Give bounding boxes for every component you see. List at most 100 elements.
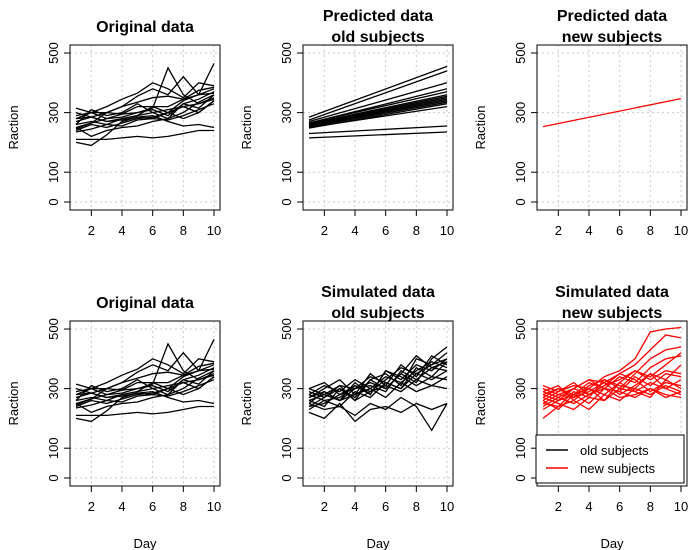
legend-label: new subjects <box>580 461 656 476</box>
y-tick-label: 0 <box>279 474 294 481</box>
series-line-13 <box>542 372 682 399</box>
series-line-10 <box>542 379 682 411</box>
y-tick-label: 500 <box>513 42 528 64</box>
x-tick-label: 8 <box>413 223 420 238</box>
series-line-1 <box>542 326 682 402</box>
series-line-12 <box>75 376 215 408</box>
series-line-15 <box>75 98 215 123</box>
series-line-13 <box>308 125 448 135</box>
y-tick-label: 500 <box>46 318 61 340</box>
y-tick-label: 100 <box>279 161 294 183</box>
x-tick-label: 8 <box>647 223 654 238</box>
series-line-2 <box>542 334 682 402</box>
series-line-10 <box>308 100 448 127</box>
series-line-14 <box>75 92 215 123</box>
y-tick-label: 100 <box>513 161 528 183</box>
panel-title: Original data <box>96 19 194 36</box>
x-tick-label: 8 <box>647 499 654 514</box>
x-tick-label: 2 <box>88 223 95 238</box>
y-tick-label: 500 <box>513 318 528 340</box>
series-line-9 <box>75 75 215 117</box>
series-line-11 <box>308 101 448 128</box>
y-axis-label: Raction <box>239 105 254 149</box>
series-line-12 <box>542 378 682 405</box>
y-tick-label: 0 <box>279 198 294 205</box>
y-tick-label: 100 <box>513 437 528 459</box>
y-tick-label: 100 <box>46 437 61 459</box>
y-tick-label: 0 <box>46 198 61 205</box>
panel-title: Simulated data <box>321 284 435 301</box>
series-line-1 <box>542 97 682 128</box>
x-tick-label: 4 <box>585 223 592 238</box>
series-group <box>542 97 682 128</box>
x-tick-label: 6 <box>616 223 623 238</box>
x-axis-label: Day <box>366 536 390 550</box>
y-tick-label: 0 <box>46 474 61 481</box>
x-axis-label: Day <box>600 536 624 550</box>
x-tick-label: 4 <box>585 499 592 514</box>
series-line-8 <box>308 376 448 408</box>
series-line-3 <box>75 63 215 133</box>
series-line-5 <box>308 91 448 124</box>
y-tick-label: 0 <box>513 198 528 205</box>
y-axis-label: Raction <box>6 105 21 149</box>
legend-label: old subjects <box>580 443 649 458</box>
series-line-2 <box>308 70 448 121</box>
y-tick-label: 100 <box>279 437 294 459</box>
series-line-9 <box>308 402 448 423</box>
series-line-4 <box>308 361 448 411</box>
series-group <box>308 65 448 139</box>
y-axis-label: Raction <box>473 381 488 425</box>
series-line-1 <box>308 346 448 402</box>
y-tick-label: 500 <box>279 42 294 64</box>
plot-frame <box>536 320 688 487</box>
series-line-14 <box>308 131 448 139</box>
x-tick-label: 4 <box>118 223 125 238</box>
series-line-4 <box>75 86 215 130</box>
series-line-8 <box>308 97 448 126</box>
legend: old subjects new subjects <box>535 434 685 484</box>
panel-title: Predicted data <box>323 8 433 25</box>
x-tick-label: 2 <box>555 499 562 514</box>
series-line-3 <box>75 339 215 409</box>
legend-box <box>535 434 685 484</box>
y-axis-label: Raction <box>239 381 254 425</box>
series-line-14 <box>75 368 215 399</box>
x-tick-label: 10 <box>674 499 688 514</box>
series-line-15 <box>308 381 448 402</box>
x-tick-label: 4 <box>118 499 125 514</box>
y-tick-label: 300 <box>46 378 61 400</box>
x-tick-label: 10 <box>207 499 221 514</box>
x-tick-label: 6 <box>616 499 623 514</box>
x-tick-label: 10 <box>674 223 688 238</box>
plot-frame <box>536 44 688 211</box>
x-axis-label: Day <box>133 536 157 550</box>
panel-title: new subjects <box>562 305 663 322</box>
series-line-4 <box>75 362 215 406</box>
x-tick-label: 10 <box>440 223 454 238</box>
series-line-12 <box>308 358 448 402</box>
series-group <box>75 63 215 147</box>
panel-title: Predicted data <box>557 8 667 25</box>
x-tick-label: 2 <box>321 223 328 238</box>
x-tick-label: 2 <box>88 499 95 514</box>
series-line-6 <box>75 379 215 403</box>
y-tick-label: 0 <box>513 474 528 481</box>
x-tick-label: 8 <box>413 499 420 514</box>
series-line-13 <box>75 370 215 414</box>
series-group <box>542 326 682 419</box>
panel-title: Simulated data <box>555 284 669 301</box>
plot-frame <box>302 320 454 487</box>
x-tick-label: 6 <box>149 499 156 514</box>
series-line-8 <box>75 358 215 396</box>
panel-title: new subjects <box>562 29 663 46</box>
series-line-10 <box>308 396 448 432</box>
series-line-10 <box>76 405 214 417</box>
panel-title: Original data <box>96 295 194 312</box>
x-tick-label: 4 <box>351 223 358 238</box>
